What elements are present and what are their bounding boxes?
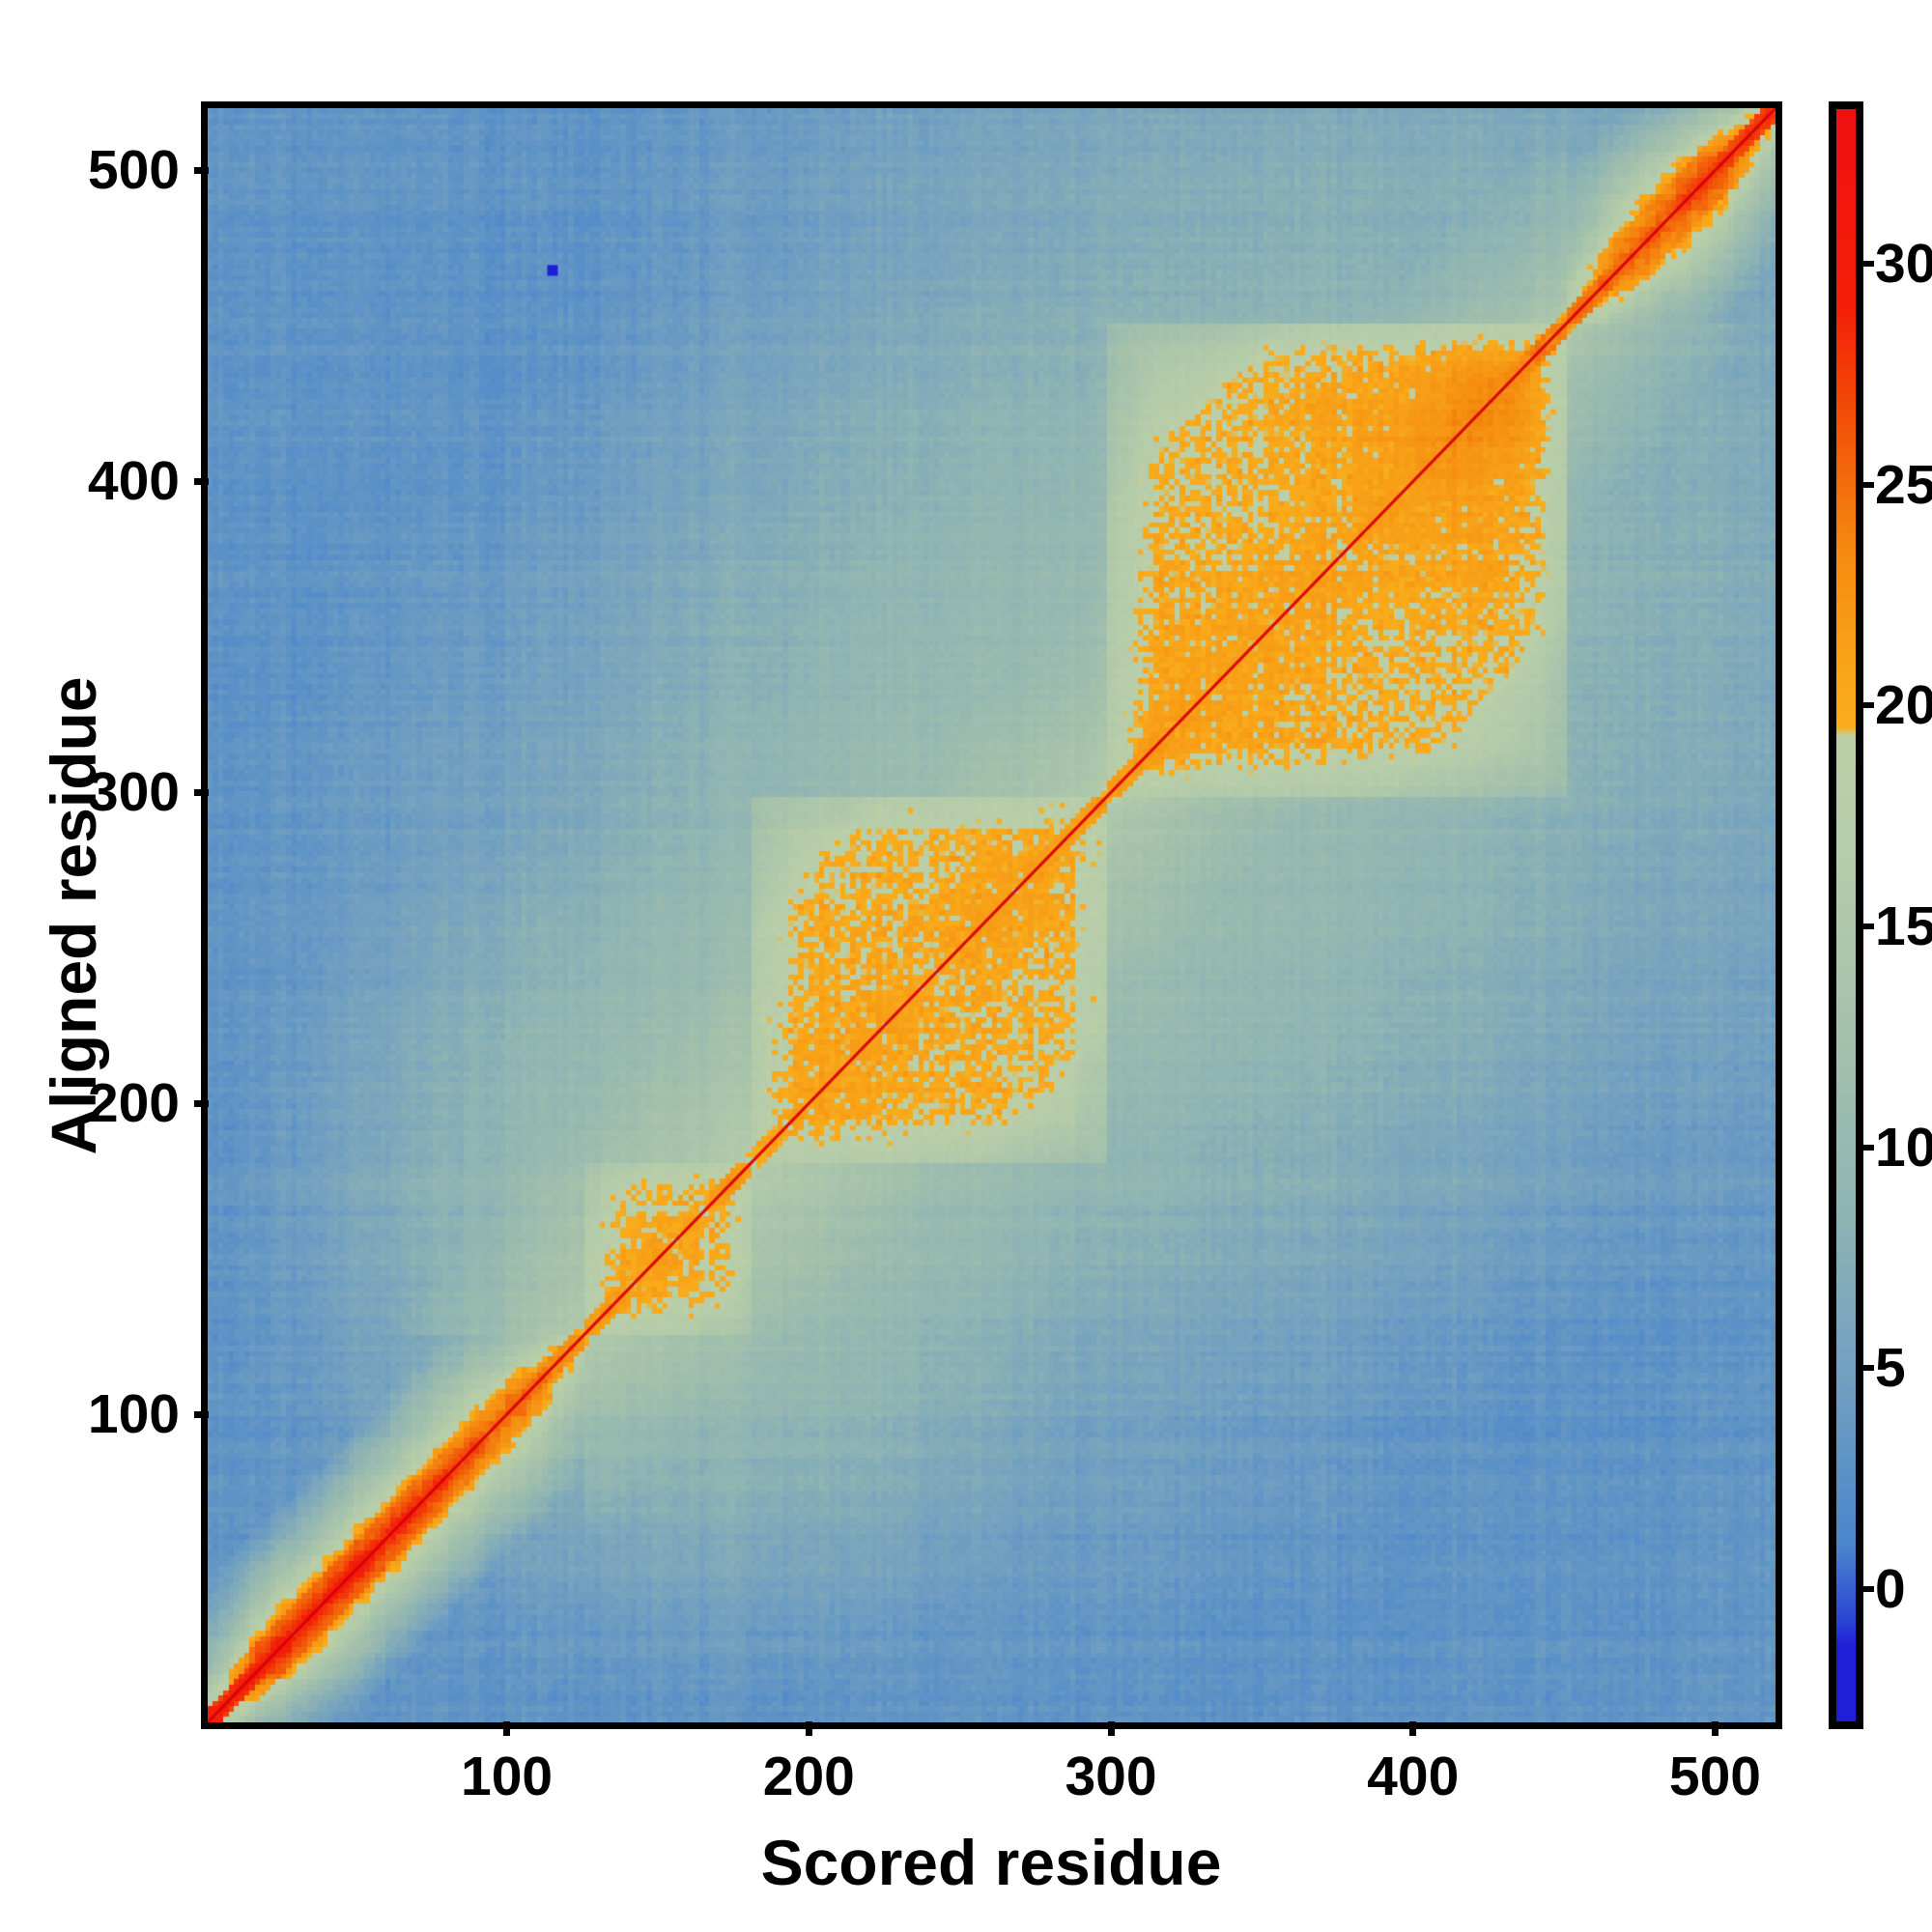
y-tick-mark <box>194 788 209 796</box>
x-tick-mark <box>1409 1721 1417 1736</box>
colorbar-tick-mark <box>1861 481 1874 488</box>
colorbar-tick-mark <box>1861 1365 1874 1372</box>
y-tick-label: 200 <box>87 1072 180 1135</box>
y-tick-mark <box>194 1099 209 1107</box>
x-tick-mark <box>1711 1721 1719 1736</box>
colorbar-tick-label: 10 <box>1875 1116 1932 1179</box>
colorbar-tick-label: 0 <box>1875 1557 1906 1620</box>
y-tick-mark <box>194 166 209 174</box>
x-tick-mark <box>805 1721 812 1736</box>
y-tick-mark <box>194 1410 209 1418</box>
colorbar-gradient <box>1836 109 1856 1721</box>
colorbar <box>1829 101 1863 1729</box>
colorbar-tick-label: 15 <box>1875 895 1932 957</box>
colorbar-tick-label: 20 <box>1875 674 1932 737</box>
y-tick-mark <box>194 477 209 485</box>
y-tick-label: 500 <box>87 139 180 202</box>
x-tick-mark <box>1107 1721 1115 1736</box>
colorbar-tick-label: 25 <box>1875 453 1932 516</box>
y-tick-label: 300 <box>87 761 180 824</box>
x-tick-mark <box>503 1721 511 1736</box>
x-tick-label: 100 <box>461 1746 554 1807</box>
colorbar-tick-mark <box>1861 923 1874 929</box>
x-tick-label: 400 <box>1367 1746 1460 1807</box>
y-tick-label: 400 <box>87 450 180 513</box>
x-tick-label: 500 <box>1668 1746 1762 1807</box>
colorbar-tick-label: 30 <box>1875 233 1932 296</box>
colorbar-tick-mark <box>1861 261 1874 268</box>
colorbar-tick-mark <box>1861 702 1874 709</box>
heatmap-canvas <box>208 108 1776 1722</box>
colorbar-tick-mark <box>1861 1144 1874 1151</box>
y-tick-label: 100 <box>87 1383 180 1446</box>
colorbar-tick-label: 5 <box>1875 1337 1906 1400</box>
x-tick-label: 300 <box>1065 1746 1157 1807</box>
x-tick-label: 200 <box>762 1746 855 1807</box>
heatmap-plot-area <box>201 101 1782 1729</box>
y-axis-title: Aligned residue <box>38 676 109 1155</box>
colorbar-tick-mark <box>1861 1585 1874 1592</box>
x-axis-title: Scored residue <box>760 1827 1222 1898</box>
